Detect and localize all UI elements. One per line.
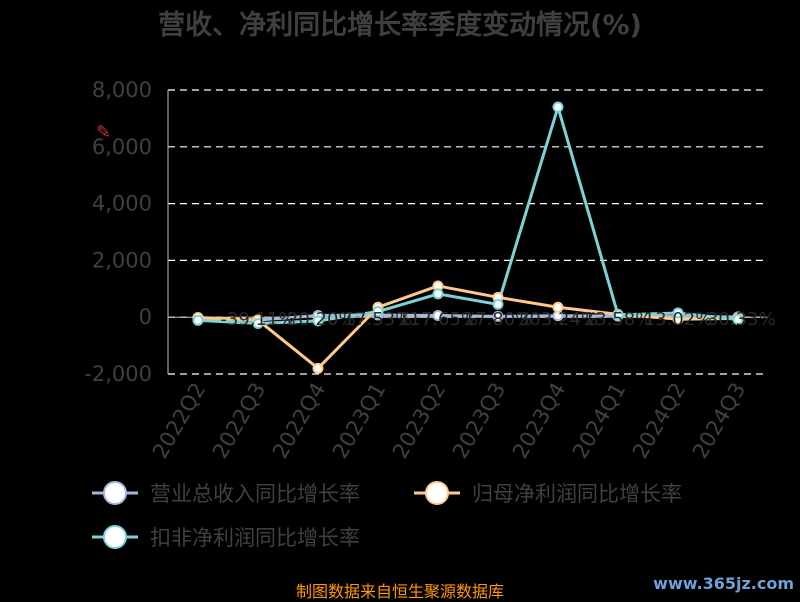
x-tick-label: 2023Q1 (328, 379, 390, 463)
y-axis-ticks: -2,000 0 2,000 4,000 6,000 8,000 (84, 78, 152, 386)
data-label: 117.65% (398, 309, 478, 330)
y-tick-label: 6,000 (92, 135, 152, 159)
x-tick-label: 2023Q2 (388, 379, 450, 463)
watermark: www.365jz.com (653, 574, 794, 593)
x-tick-label: 2023Q4 (508, 379, 570, 463)
y-tick-label: 4,000 (92, 192, 152, 216)
data-point[interactable] (432, 288, 444, 300)
data-point[interactable] (492, 298, 504, 310)
legend-marker (103, 525, 127, 549)
data-point[interactable] (672, 307, 684, 319)
y-tick-label: -2,000 (84, 362, 152, 386)
x-tick-label: 2022Q3 (208, 379, 270, 463)
legend-item[interactable]: 营业总收入同比增长率 (92, 481, 360, 506)
data-point[interactable] (312, 315, 324, 327)
x-tick-label: 2024Q1 (568, 379, 630, 463)
series-layer: -39.11%-20.20%17.53%117.65%17.80%303.24%… (192, 101, 776, 374)
x-axis-ticks: 2022Q22022Q32022Q42023Q12023Q22023Q32023… (148, 379, 750, 463)
x-tick-label: 2022Q4 (268, 379, 330, 463)
data-label: 13.02% (644, 309, 713, 330)
y-tick-label: 2,000 (92, 248, 152, 272)
data-point[interactable] (252, 317, 264, 329)
series-line-2 (197, 105, 739, 325)
data-label: 303.24% (518, 309, 598, 330)
data-point[interactable] (552, 301, 564, 313)
data-label: -20.20% (280, 309, 355, 330)
legend-item[interactable]: 归母净利润同比增长率 (414, 481, 682, 506)
x-tick-label: 2022Q2 (148, 379, 210, 463)
data-label: -30.33% (700, 309, 775, 330)
y-tick-label: 8,000 (92, 78, 152, 102)
pin-icon: ✎ (96, 122, 111, 143)
data-label: 13.58% (584, 309, 653, 330)
data-point[interactable] (492, 310, 504, 322)
data-point[interactable] (612, 309, 624, 321)
data-label: 17.80% (464, 309, 533, 330)
data-point[interactable] (312, 362, 324, 374)
legend-item[interactable]: 扣非净利润同比增长率 (92, 525, 360, 550)
data-point[interactable] (432, 309, 444, 321)
data-point[interactable] (372, 306, 384, 318)
y-tick-label: 0 (139, 305, 152, 329)
x-tick-label: 2023Q3 (448, 379, 510, 463)
x-tick-label: 2024Q2 (628, 379, 690, 463)
data-label: 17.53% (344, 309, 413, 330)
x-tick-label: 2024Q3 (688, 379, 750, 463)
footer-source: 制图数据来自恒生聚源数据库 (295, 582, 504, 601)
grid-lines (167, 89, 768, 375)
series-line-1 (197, 284, 739, 370)
data-label: -39.11% (220, 309, 295, 330)
legend-marker (103, 481, 127, 505)
chart-title: 营收、净利同比增长率季度变动情况(%) (158, 9, 642, 41)
legend-label: 归母净利润同比增长率 (472, 482, 682, 506)
data-point[interactable] (192, 314, 204, 326)
legend-label: 扣非净利润同比增长率 (150, 526, 360, 550)
data-point[interactable] (552, 101, 564, 113)
data-point[interactable] (732, 313, 744, 325)
legend-marker (425, 481, 449, 505)
legend-label: 营业总收入同比增长率 (150, 482, 360, 506)
